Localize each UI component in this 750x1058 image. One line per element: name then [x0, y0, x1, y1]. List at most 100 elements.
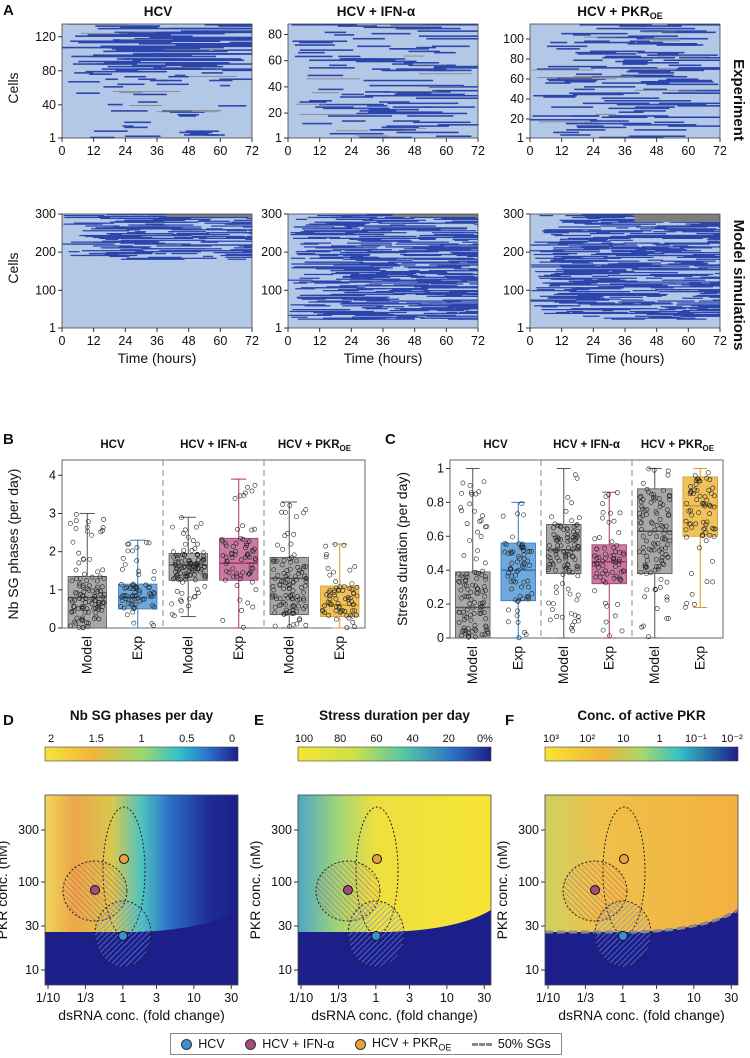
model-sg-segment	[348, 267, 393, 269]
exp-sg-segment	[119, 41, 172, 44]
data-point	[693, 478, 699, 484]
data-point	[354, 584, 360, 590]
data-point	[287, 556, 293, 562]
data-point	[640, 506, 646, 512]
exp-sg-segment	[530, 119, 598, 121]
data-point	[558, 537, 564, 543]
model-sg-segment	[419, 234, 460, 237]
model-sg-segment	[699, 285, 720, 287]
data-point	[546, 565, 552, 570]
model-sg-segment	[426, 249, 471, 251]
model-sg-segment	[309, 257, 344, 259]
model-sg-segment	[550, 259, 608, 261]
data-point	[663, 552, 669, 558]
model-sg-segment	[698, 306, 720, 308]
data-point	[509, 586, 514, 592]
data-point	[94, 578, 100, 584]
model-sg-segment	[115, 220, 165, 222]
data-point	[519, 584, 524, 590]
model-sg-segment	[634, 274, 684, 277]
model-sg-segment	[646, 313, 677, 315]
ylabel: Stress duration (per day)	[394, 472, 410, 626]
model-sg-segment	[432, 258, 478, 260]
model-sg-segment	[676, 256, 720, 258]
model-ytick-label: 200	[35, 245, 56, 259]
model-sg-segment	[407, 267, 440, 269]
model-sg-segment	[564, 289, 590, 291]
data-point	[73, 567, 79, 573]
model-sg-segment	[569, 277, 638, 279]
model-sg-segment	[168, 231, 206, 233]
exp-dead-segment	[398, 29, 431, 30]
model-sg-segment	[338, 289, 374, 291]
ytick-label: 0.8	[427, 495, 444, 509]
data-point	[202, 574, 208, 580]
data-point	[697, 493, 703, 499]
data-point	[289, 604, 295, 609]
exp-sg-segment	[589, 120, 629, 122]
model-sg-segment	[155, 243, 191, 245]
data-point	[479, 632, 485, 638]
model-xtick-label: 72	[245, 334, 259, 348]
data-point	[327, 593, 332, 599]
box-frame	[449, 459, 724, 639]
model-sg-segment	[466, 261, 478, 263]
data-point	[705, 470, 711, 475]
model-sg-segment	[560, 265, 595, 267]
data-point	[252, 482, 258, 488]
model-sg-segment	[631, 252, 655, 254]
model-sg-segment	[125, 217, 192, 220]
model-xtick-label: 48	[408, 334, 422, 348]
data-point	[125, 600, 131, 606]
model-sg-segment	[296, 252, 315, 255]
data-point	[133, 585, 139, 591]
model-sg-segment	[416, 230, 477, 232]
data-point	[572, 542, 577, 548]
data-point	[464, 607, 470, 613]
ytick-label: 300	[18, 823, 39, 837]
panel-label-b: B	[3, 431, 14, 448]
data-point	[564, 526, 570, 531]
data-point	[320, 608, 326, 614]
data-point	[281, 611, 287, 617]
exp-sg-segment	[418, 35, 478, 37]
model-sg-segment	[391, 289, 428, 291]
model-sg-segment	[541, 306, 558, 308]
data-point	[665, 472, 671, 478]
exp-sg-segment	[165, 63, 252, 65]
exp-xtick-label: 24	[344, 144, 358, 158]
model-sg-segment	[294, 266, 358, 268]
model-sg-segment	[382, 293, 406, 296]
data-point	[694, 497, 700, 503]
model-sg-segment	[418, 304, 478, 306]
exp-sg-segment	[329, 132, 384, 135]
data-point	[281, 557, 287, 563]
model-sg-segment	[558, 261, 590, 263]
data-point	[171, 554, 177, 560]
data-point	[689, 525, 695, 530]
data-point	[191, 562, 197, 567]
data-point	[710, 579, 715, 585]
data-point	[508, 579, 514, 585]
data-point	[299, 570, 305, 575]
data-point	[563, 508, 569, 514]
data-point	[563, 551, 568, 557]
data-point	[302, 573, 308, 579]
data-point	[651, 547, 657, 553]
colorbar-tick: 10²	[579, 733, 595, 745]
model-sg-segment	[380, 271, 447, 273]
data-point	[150, 589, 156, 595]
model-sg-segment	[91, 228, 154, 230]
data-point	[346, 615, 352, 621]
data-point	[556, 558, 562, 564]
model-sg-segment	[126, 229, 141, 231]
model-sg-segment	[557, 292, 625, 295]
exp-sg-segment	[654, 121, 685, 124]
exp-sg-segment	[180, 30, 252, 32]
model-sg-segment	[303, 246, 356, 248]
exp-dead-segment	[560, 78, 617, 80]
data-point	[230, 574, 236, 580]
data-point	[560, 581, 565, 587]
model-sg-segment	[699, 292, 718, 295]
model-sg-segment	[335, 218, 374, 220]
